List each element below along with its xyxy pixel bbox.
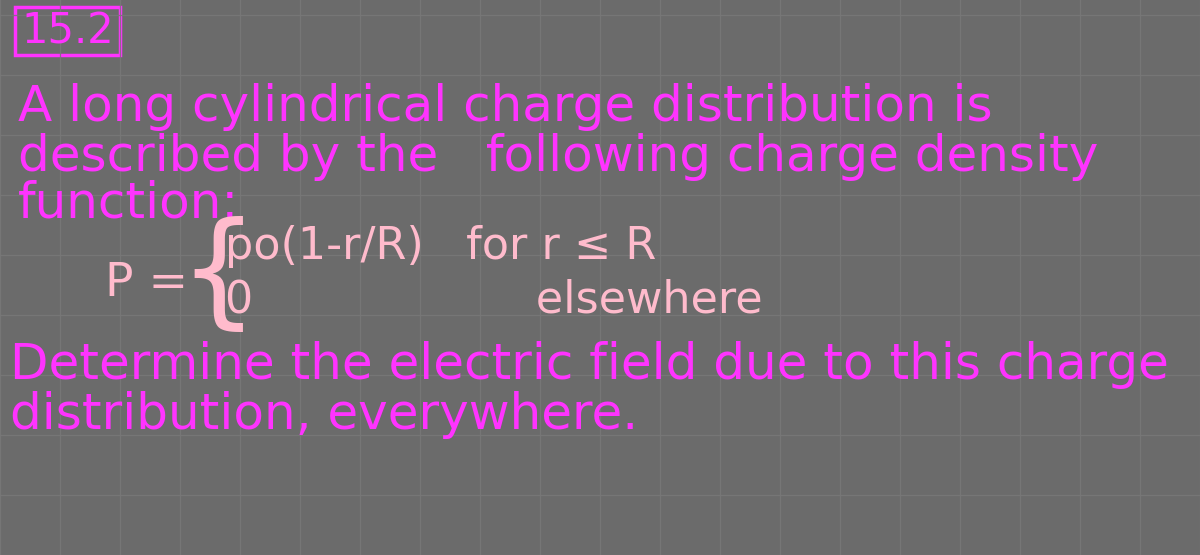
Bar xyxy=(14,7,120,55)
Text: {: { xyxy=(178,216,258,337)
Text: distribution, everywhere.: distribution, everywhere. xyxy=(10,391,638,439)
Text: 0                    elsewhere: 0 elsewhere xyxy=(226,279,763,321)
Text: po(1-r/R)   for r ≤ R: po(1-r/R) for r ≤ R xyxy=(226,225,656,269)
Text: 15.2: 15.2 xyxy=(22,10,114,52)
Text: described by the   following charge density: described by the following charge densit… xyxy=(18,133,1098,181)
Text: P =: P = xyxy=(106,260,188,305)
Text: Determine the electric field due to this charge: Determine the electric field due to this… xyxy=(10,341,1169,389)
Text: A long cylindrical charge distribution is: A long cylindrical charge distribution i… xyxy=(18,83,992,131)
Text: function:: function: xyxy=(18,179,239,227)
